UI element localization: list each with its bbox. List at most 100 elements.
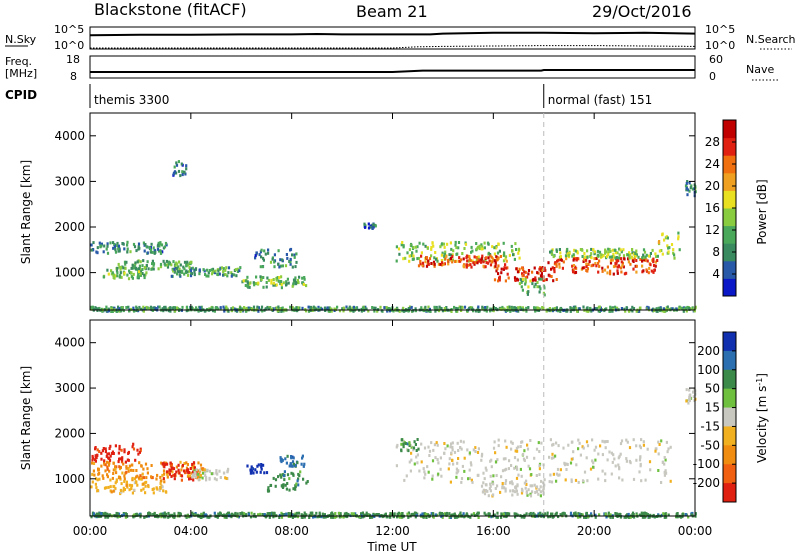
velocity-cell: [117, 476, 121, 480]
power-cell: [542, 306, 545, 310]
power-cell: [616, 271, 619, 275]
power-cell: [248, 285, 251, 289]
power-colorbar-label: Power [dB]: [755, 179, 769, 244]
power-cell: [540, 272, 543, 276]
velocity-cell: [432, 512, 435, 516]
power-cell: [115, 269, 119, 273]
power-cell: [497, 279, 500, 283]
x-tick-label: 04:00: [174, 524, 209, 538]
power-cell: [244, 284, 247, 287]
power-cell: [438, 309, 441, 313]
power-cell: [581, 266, 584, 270]
velocity-cell: [291, 460, 295, 464]
velocity-cell: [474, 450, 477, 453]
velocity-cell: [603, 512, 606, 516]
velocity-cell: [639, 464, 642, 468]
velocity-cell: [592, 461, 595, 465]
power-cell: [129, 250, 132, 254]
velocity-cell: [639, 455, 642, 459]
power-cell: [462, 264, 465, 268]
power-cell: [597, 261, 600, 265]
power-cell: [450, 310, 453, 313]
power-cell: [517, 309, 520, 313]
velocity-cell: [507, 467, 510, 471]
power-cell: [388, 309, 391, 313]
velocity-cell: [633, 515, 636, 519]
power-cell: [628, 309, 631, 313]
velocity-cell: [196, 476, 199, 480]
power-cell: [294, 276, 297, 280]
velocity-cell: [484, 466, 487, 470]
velocity-cell: [423, 476, 426, 480]
power-cell: [141, 264, 144, 268]
power-colorbar-swatch: [723, 225, 736, 244]
velocity-cell: [470, 463, 473, 467]
velocity-cell: [94, 454, 97, 458]
power-cell: [154, 250, 157, 254]
power-cell: [195, 306, 198, 310]
velocity-cell: [492, 474, 495, 478]
power-cell: [504, 279, 507, 283]
power-cell: [185, 269, 188, 273]
velocity-cell: [664, 458, 667, 462]
power-cell: [444, 307, 448, 311]
velocity-cell: [396, 443, 399, 447]
power-cell: [609, 261, 613, 265]
power-cell: [497, 264, 500, 268]
power-cell: [419, 262, 422, 266]
velocity-cell: [293, 487, 296, 491]
velocity-cell: [516, 458, 519, 462]
power-cell: [326, 306, 329, 310]
velocity-cell: [586, 444, 590, 448]
power-cell: [380, 309, 383, 313]
power-cell: [454, 243, 457, 247]
velocity-cell: [120, 490, 123, 494]
velocity-cell: [292, 487, 295, 491]
power-cell: [656, 254, 659, 258]
velocity-cell: [669, 445, 672, 449]
velocity-cell: [150, 464, 153, 467]
velocity-cell: [538, 464, 541, 468]
power-cell: [597, 309, 600, 313]
velocity-cell: [569, 511, 573, 515]
velocity-cell: [290, 464, 293, 468]
velocity-cell: [649, 513, 652, 517]
velocity-cell: [520, 491, 524, 495]
power-cell: [289, 247, 293, 251]
power-cell: [551, 307, 554, 311]
power-cell: [468, 255, 471, 258]
power-cell: [541, 306, 544, 309]
power-cell: [440, 259, 443, 262]
power-cell: [245, 306, 248, 310]
power-cell: [258, 253, 261, 257]
velocity-cell: [623, 515, 626, 519]
velocity-cell: [529, 439, 532, 442]
power-cell: [477, 258, 480, 262]
power-cell: [489, 263, 493, 267]
velocity-colorbar-tick-label: 15: [705, 401, 720, 415]
power-cell: [210, 268, 213, 272]
velocity-cell: [259, 470, 262, 474]
velocity-cell: [489, 474, 492, 478]
power-cell: [119, 267, 122, 271]
velocity-cell: [199, 474, 202, 477]
velocity-cell: [657, 452, 660, 456]
power-cell: [661, 252, 664, 256]
velocity-cell: [494, 451, 497, 455]
power-cell: [392, 309, 395, 313]
power-cell: [247, 306, 250, 310]
velocity-cell: [519, 467, 522, 471]
power-cell: [328, 309, 331, 313]
velocity-cell: [112, 484, 115, 488]
power-cell: [489, 254, 492, 258]
power-colorbar-swatch: [723, 278, 736, 297]
velocity-cell: [91, 480, 94, 484]
power-cell: [432, 260, 436, 264]
velocity-cell: [146, 467, 149, 471]
velocity-cell: [409, 469, 412, 473]
power-cell: [105, 305, 108, 309]
power-cell: [572, 258, 575, 262]
power-cell: [673, 256, 676, 260]
velocity-cell: [611, 460, 614, 464]
power-cell: [260, 248, 263, 252]
